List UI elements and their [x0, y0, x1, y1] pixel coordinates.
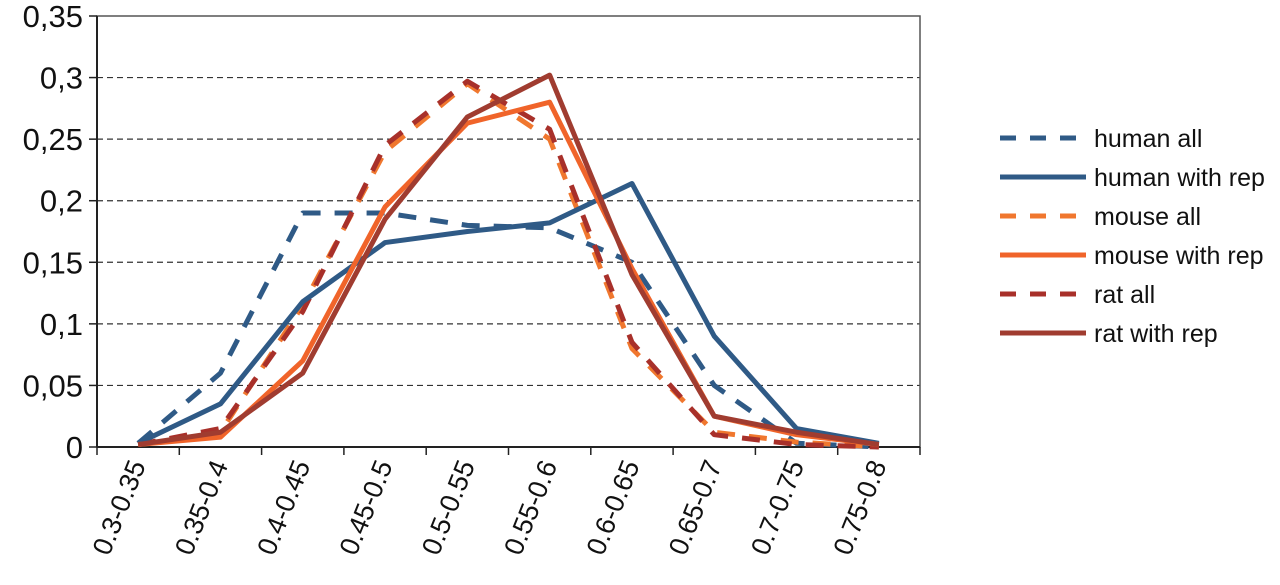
legend-label: rat all [1094, 281, 1155, 309]
legend-label: mouse with rep [1094, 242, 1264, 270]
y-tick-label: 0,25 [23, 122, 83, 157]
x-tick-label: 0.75-0.8 [827, 456, 892, 559]
series-lines [136, 72, 880, 450]
legend-label: human with rep [1094, 164, 1265, 192]
legend-label: mouse all [1094, 203, 1201, 231]
legend: human all human with rep mouse all mouse wi… [1000, 125, 1265, 348]
y-tick-label: 0,05 [23, 368, 83, 403]
x-tick-label: 0.3-0.35 [87, 456, 152, 559]
y-tick-label: 0,35 [23, 0, 83, 34]
plot-border [96, 15, 921, 448]
y-tick-label: 0,1 [40, 307, 83, 342]
y-tick-label: 0,3 [40, 61, 83, 96]
x-tick-label: 0.55-0.6 [498, 456, 563, 559]
x-tick-label: 0.35-0.4 [169, 456, 234, 559]
series-line-rat-all [137, 78, 879, 450]
gridlines [97, 76, 920, 387]
y-tick-label: 0 [66, 430, 83, 465]
y-tick-label: 0,15 [23, 245, 83, 280]
x-tick-label: 0.4-0.45 [251, 456, 316, 559]
y-tick-label: 0,2 [40, 184, 83, 219]
series-line-rat-with-rep [137, 72, 880, 448]
x-tick-label: 0.6-0.65 [581, 456, 646, 559]
x-tick-label: 0.65-0.7 [663, 456, 728, 559]
legend-label: rat with rep [1094, 320, 1218, 348]
y-axis-ticks: 0 0,05 0,1 0,15 0,2 0,25 0,3 0,35 [23, 0, 97, 465]
legend-label: human all [1094, 125, 1202, 153]
x-tick-label: 0.5-0.55 [416, 456, 481, 559]
x-axis-ticks: 0.3-0.35 0.35-0.4 0.4-0.45 0.45-0.5 0.5-0.55… [87, 447, 921, 559]
series-line-human-with-rep [137, 180, 880, 446]
plot-area [96, 15, 921, 448]
x-tick-label: 0.45-0.5 [334, 456, 399, 559]
x-tick-label: 0.7-0.75 [745, 456, 810, 559]
